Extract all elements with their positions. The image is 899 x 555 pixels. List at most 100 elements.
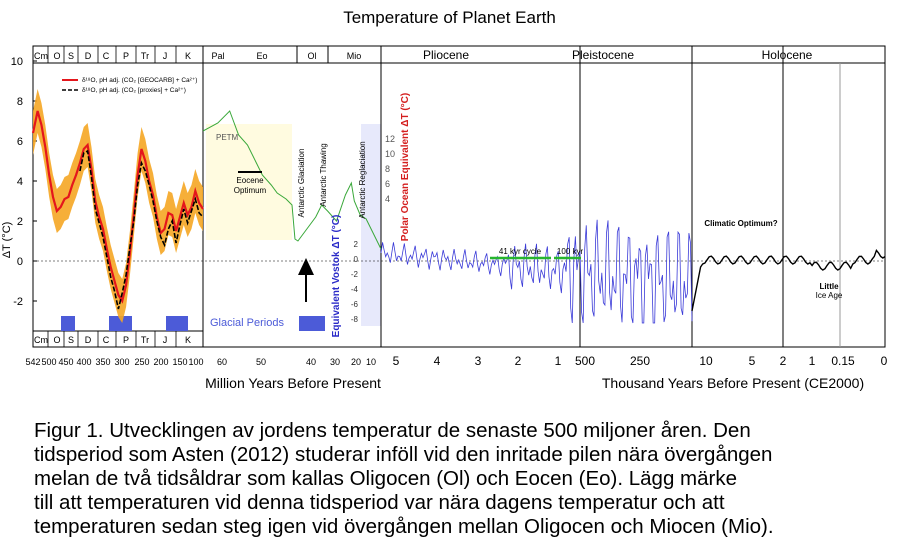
cycle-41-label: 41 kyr cycle [499,247,542,256]
x-tick-label-paleozoic: 450 [58,357,73,367]
antarctic-reglaciation-label: Antarctic Reglaciation [358,141,367,218]
vostok-tick: -2 [351,270,359,279]
period-label-top: Cm [34,51,48,61]
series-holocene-line [691,248,886,312]
period-label-bottom: S [68,335,74,345]
vostok-label: Equivalent Vostok ΔT (°C) [331,215,342,338]
era-label: Holocene [762,48,813,62]
polar-ocean-tick: 4 [385,194,390,204]
y-tick-label: 0 [17,256,23,268]
period-label-bottom: J [163,335,168,345]
y-tick-label: 4 [17,176,23,188]
period-label-top: P [123,51,129,61]
polar-ocean-tick: 6 [385,179,390,189]
era-label: Pal [211,51,224,61]
series-geocarb-line [31,110,204,304]
uncertainty-band [33,89,203,323]
y-tick-label: 8 [17,96,23,108]
vostok-tick: -4 [351,285,359,294]
period-label-top: J [163,51,168,61]
y-tick-label: -2 [13,296,23,308]
x-tick-label-paleozoic: 500 [41,357,56,367]
x-tick-label-paleozoic: 542 [25,357,40,367]
x-tick-label-holocene: 2 [780,354,787,368]
legend-label-proxies: δ¹⁸O, pH adj. (CO₂ [proxies] + Ca²⁺) [82,87,186,94]
caption-line-5: temperaturen sedan steg igen vid övergån… [34,515,774,538]
x-tick-label-paleozoic: 300 [114,357,129,367]
x-tick-label-holocene: 5 [749,354,756,368]
period-label-top: O [53,51,60,61]
x-axis-label-thousand: Thousand Years Before Present (CE2000) [602,375,864,391]
x-tick-label-holocene: 0 [881,354,888,368]
period-label-top: C [103,51,110,61]
little-ice-age-label-1: Little [819,282,839,291]
era-label: Pliocene [423,48,469,62]
eocene-optimum-label-2: Optimum [234,186,267,195]
series-cenozoic-line [202,110,382,250]
x-tick-label-pliocene: 1 [555,354,562,368]
eocene-optimum-label-1: Eocene [236,176,264,185]
polar-ocean-tick: 12 [385,134,395,144]
y-tick-label: 10 [11,56,23,68]
series-pleistocene-line [380,219,693,324]
glacial-period-bar [166,316,188,331]
x-tick-label-holocene: 10 [699,354,713,368]
period-label-bottom: C [103,335,110,345]
period-label-bottom: Cm [34,335,48,345]
period-label-top: D [85,51,92,61]
caption-line-2: tidsperiod som Asten (2012) studerar inf… [34,443,773,466]
glacial-periods-label: Glacial Periods [210,317,284,329]
x-tick-label-cenozoic: 30 [330,357,340,367]
y-axis-label: ΔT (°C) [1,222,13,259]
glacial-period-bar [299,316,325,331]
climatic-optimum-label: Climatic Optimum? [704,219,777,228]
chart-title: Temperature of Planet Earth [343,8,556,27]
antarctic-thawing-label: Antarctic Thawing [319,143,328,206]
period-label-bottom: K [185,335,191,345]
cycle-100-label: 100 kyr [557,247,584,256]
era-label: Mio [347,51,362,61]
x-tick-label-pleistocene: 250 [630,354,650,368]
period-label-bottom: P [123,335,129,345]
x-tick-label-paleozoic: 200 [153,357,168,367]
caption-line-1: Figur 1. Utvecklingen av jordens tempera… [34,419,751,442]
x-tick-label-paleozoic: 250 [134,357,149,367]
series-proxies-line [79,149,204,310]
vostok-scale-shade [361,124,381,326]
antarctic-glaciation-label: Antarctic Glaciation [297,149,306,218]
period-label-top: Tr [141,51,149,61]
x-tick-label-cenozoic: 40 [306,357,316,367]
era-label: Ol [308,51,317,61]
x-tick-label-holocene: 0.15 [831,354,855,368]
plot-frame [32,45,886,348]
caption-line-4: till att temperaturen vid denna tidsperi… [34,491,725,514]
little-ice-age-label-2: Ice Age [816,291,843,300]
x-tick-label-paleozoic: 400 [76,357,91,367]
arrow-head [298,258,314,275]
polar-ocean-label: Polar Ocean Equivalent ΔT (°C) [400,93,411,241]
caption-line-3: melan de två tidsåldrar som kallas Oligo… [34,467,738,490]
x-tick-label-pliocene: 4 [434,354,441,368]
y-tick-label: 6 [17,136,23,148]
polar-ocean-tick: 10 [385,149,395,159]
figure-caption: Figur 1. Utvecklingen av jordens tempera… [34,419,884,539]
polar-ocean-tick: 8 [385,164,390,174]
vostok-tick: 0 [354,255,359,264]
eocene-optimum-shade [206,124,292,240]
x-tick-label-pleistocene: 500 [575,354,595,368]
y-tick-label: 2 [17,216,23,228]
era-label: Eo [256,51,267,61]
x-tick-label-pliocene: 3 [475,354,482,368]
glacial-period-bar [61,316,75,331]
legend-label-geocarb: δ¹⁸O, pH adj. (CO₂ [GEOCARB] + Ca²⁺) [82,77,197,84]
x-tick-label-pliocene: 2 [515,354,522,368]
vostok-tick: -8 [351,315,359,324]
x-tick-label-cenozoic: 10 [366,357,376,367]
x-axis-label-million: Million Years Before Present [205,375,381,391]
period-label-bottom: D [85,335,92,345]
x-tick-label-cenozoic: 20 [351,357,361,367]
x-tick-label-paleozoic: 150 [172,357,187,367]
period-label-bottom: O [53,335,60,345]
era-label: Pleistocene [572,48,634,62]
vostok-tick: 2 [354,240,359,249]
